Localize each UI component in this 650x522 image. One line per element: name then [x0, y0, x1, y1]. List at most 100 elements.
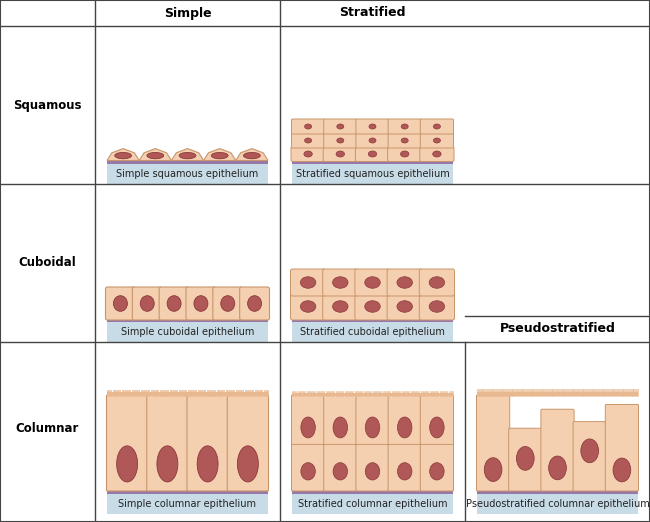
Ellipse shape [429, 277, 445, 288]
Ellipse shape [430, 462, 444, 480]
Ellipse shape [429, 301, 445, 312]
FancyBboxPatch shape [388, 119, 421, 134]
Ellipse shape [114, 295, 127, 311]
Ellipse shape [244, 152, 260, 159]
FancyBboxPatch shape [147, 395, 188, 491]
FancyBboxPatch shape [605, 405, 638, 491]
FancyBboxPatch shape [227, 395, 268, 491]
FancyBboxPatch shape [387, 269, 422, 296]
Text: Pseudostratified columnar epithelium: Pseudostratified columnar epithelium [465, 499, 649, 509]
FancyBboxPatch shape [356, 444, 389, 491]
FancyBboxPatch shape [133, 287, 162, 320]
Ellipse shape [336, 151, 344, 157]
Text: Stratified columnar epithelium: Stratified columnar epithelium [298, 499, 447, 509]
FancyBboxPatch shape [387, 293, 422, 320]
FancyBboxPatch shape [419, 269, 454, 296]
Ellipse shape [157, 446, 178, 482]
Ellipse shape [337, 124, 344, 129]
Ellipse shape [613, 458, 630, 482]
FancyBboxPatch shape [541, 409, 574, 491]
FancyBboxPatch shape [356, 119, 389, 134]
Text: Pseudostratified: Pseudostratified [500, 323, 616, 336]
Ellipse shape [305, 124, 311, 129]
Ellipse shape [301, 462, 315, 480]
Text: Stratified cuboidal epithelium: Stratified cuboidal epithelium [300, 327, 445, 337]
FancyBboxPatch shape [291, 119, 325, 134]
FancyBboxPatch shape [240, 287, 270, 320]
Text: Simple: Simple [164, 6, 211, 19]
Ellipse shape [369, 124, 376, 129]
Ellipse shape [365, 301, 380, 312]
Bar [107, 491, 268, 494]
Polygon shape [203, 149, 236, 160]
FancyBboxPatch shape [573, 422, 606, 491]
FancyBboxPatch shape [356, 147, 389, 161]
Ellipse shape [397, 277, 413, 288]
Ellipse shape [300, 277, 316, 288]
Bar [107, 322, 268, 342]
Polygon shape [139, 149, 172, 160]
FancyBboxPatch shape [421, 119, 454, 134]
FancyBboxPatch shape [291, 269, 326, 296]
Ellipse shape [401, 124, 408, 129]
FancyBboxPatch shape [213, 287, 242, 320]
FancyBboxPatch shape [324, 133, 357, 148]
FancyBboxPatch shape [356, 133, 389, 148]
FancyBboxPatch shape [355, 293, 390, 320]
FancyBboxPatch shape [420, 147, 454, 161]
Ellipse shape [248, 295, 261, 311]
Ellipse shape [365, 277, 380, 288]
Ellipse shape [237, 446, 258, 482]
Ellipse shape [365, 417, 380, 438]
Ellipse shape [369, 138, 376, 143]
Bar [107, 164, 268, 184]
FancyBboxPatch shape [322, 269, 358, 296]
Ellipse shape [333, 277, 348, 288]
Ellipse shape [549, 456, 566, 480]
Ellipse shape [147, 152, 164, 159]
Ellipse shape [337, 138, 344, 143]
Ellipse shape [397, 301, 413, 312]
FancyBboxPatch shape [291, 147, 325, 161]
FancyBboxPatch shape [388, 444, 421, 491]
Bar [292, 160, 453, 164]
Text: Simple cuboidal epithelium: Simple cuboidal epithelium [121, 327, 254, 337]
FancyBboxPatch shape [291, 133, 325, 148]
Ellipse shape [434, 138, 441, 143]
Ellipse shape [304, 151, 312, 157]
Bar [107, 494, 268, 514]
Bar [477, 392, 638, 396]
Bar [107, 160, 268, 164]
Ellipse shape [333, 462, 348, 480]
Text: Stratified squamous epithelium: Stratified squamous epithelium [296, 169, 449, 179]
Polygon shape [107, 149, 139, 160]
FancyBboxPatch shape [421, 133, 454, 148]
Ellipse shape [116, 446, 138, 482]
FancyBboxPatch shape [476, 395, 510, 491]
FancyBboxPatch shape [388, 133, 421, 148]
Ellipse shape [365, 462, 380, 480]
Ellipse shape [140, 295, 154, 311]
Ellipse shape [300, 301, 316, 312]
Ellipse shape [305, 138, 311, 143]
Polygon shape [172, 149, 203, 160]
Text: Squamous: Squamous [13, 99, 82, 112]
Ellipse shape [333, 301, 348, 312]
Ellipse shape [333, 417, 348, 438]
FancyBboxPatch shape [323, 147, 358, 161]
FancyBboxPatch shape [387, 147, 422, 161]
FancyBboxPatch shape [324, 444, 357, 491]
FancyBboxPatch shape [324, 395, 357, 451]
FancyBboxPatch shape [388, 395, 421, 451]
Ellipse shape [194, 295, 208, 311]
Ellipse shape [221, 295, 235, 311]
Ellipse shape [400, 151, 409, 157]
Ellipse shape [430, 417, 444, 438]
Text: Stratified: Stratified [339, 6, 406, 19]
Bar [477, 494, 638, 514]
Bar [107, 392, 268, 396]
Ellipse shape [401, 138, 408, 143]
Polygon shape [236, 149, 268, 160]
Ellipse shape [115, 152, 131, 159]
FancyBboxPatch shape [509, 428, 542, 491]
